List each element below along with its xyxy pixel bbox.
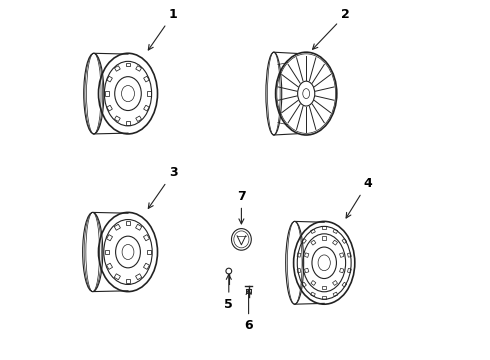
Bar [114,274,121,280]
Bar [347,253,351,257]
Bar [125,221,130,225]
Bar [333,240,338,245]
Bar [106,235,113,241]
Bar [297,269,301,273]
Bar [322,236,326,239]
Bar [144,235,149,241]
Text: 3: 3 [148,166,177,208]
Text: 1: 1 [148,8,177,50]
Bar [147,91,151,96]
Bar [304,253,309,257]
Bar [144,76,149,82]
Bar [322,286,326,289]
Text: 6: 6 [245,289,253,332]
Bar [333,292,338,297]
Bar [322,296,326,299]
Bar [106,263,113,269]
Bar [302,282,306,287]
Bar [126,121,130,125]
Bar [107,105,112,111]
Bar [105,249,109,255]
Bar [311,229,316,234]
Bar [136,116,142,122]
Bar [144,105,149,111]
Bar [311,292,316,297]
Bar [114,224,121,230]
Bar [333,229,338,234]
Bar [340,268,344,273]
Bar [136,224,142,230]
Bar [311,240,316,245]
Bar [115,66,120,71]
Bar [126,63,130,67]
Bar [311,280,316,285]
Bar [342,239,347,243]
Bar [304,268,309,273]
Bar [105,91,109,96]
Bar [302,239,306,243]
Bar [342,282,347,287]
Text: 5: 5 [224,274,233,311]
Bar [333,280,338,285]
Bar [144,263,149,269]
Bar [107,76,112,82]
Bar [125,279,130,283]
Bar [347,269,351,273]
Bar [115,116,120,122]
Bar [297,253,301,257]
Bar [322,226,326,229]
Bar [340,253,344,257]
Bar [136,66,142,71]
Text: 4: 4 [346,177,372,218]
Text: 7: 7 [237,190,246,224]
Text: 2: 2 [313,8,350,49]
Bar [136,274,142,280]
Bar [147,249,151,255]
